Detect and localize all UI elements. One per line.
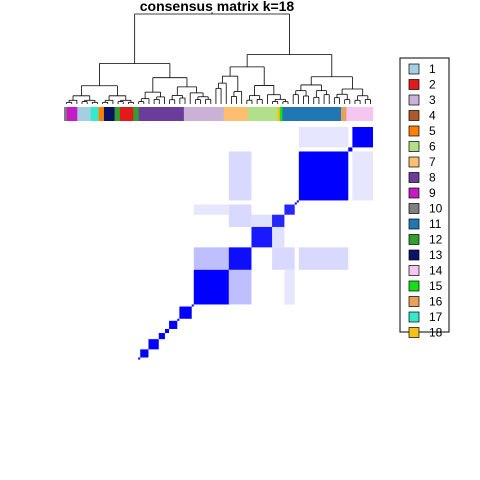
legend-swatch-8: [408, 172, 420, 183]
legend-label-9: 9: [429, 186, 436, 200]
offdiag-block: [228, 269, 252, 305]
legend-label-15: 15: [429, 279, 443, 293]
cluster-block: [272, 214, 285, 227]
legend-swatch-14: [408, 265, 420, 276]
legend-swatch-16: [408, 296, 420, 307]
offdiag-block: [193, 204, 229, 215]
legend-label-18: 18: [429, 326, 443, 340]
cluster-block: [284, 204, 295, 215]
annotation-segment: [77, 107, 91, 121]
annotation-segment: [90, 107, 99, 121]
cluster-block: [228, 247, 252, 270]
legend-label-16: 16: [429, 295, 443, 309]
offdiag-block: [352, 151, 373, 201]
legend-label-13: 13: [429, 248, 443, 262]
legend-label-1: 1: [429, 62, 436, 76]
offdiag-block: [272, 247, 295, 270]
cluster-block: [179, 306, 192, 319]
legend-swatch-18: [408, 327, 420, 338]
annotation-segment: [64, 107, 67, 121]
cluster-block: [177, 318, 180, 321]
cluster-block: [148, 339, 159, 350]
cluster-block: [158, 333, 165, 340]
legend-label-8: 8: [429, 171, 436, 185]
annotation-segment: [103, 107, 115, 121]
legend-swatch-10: [408, 203, 420, 214]
heatmap-grid: [138, 127, 373, 360]
legend-swatch-9: [408, 187, 420, 199]
legend-label-17: 17: [429, 310, 443, 324]
legend-swatch-12: [408, 234, 420, 245]
legend-swatch-2: [408, 79, 420, 90]
legend-swatch-11: [408, 218, 420, 230]
cluster-block: [138, 357, 141, 360]
annotation-segment: [277, 107, 281, 121]
annotation-segment: [341, 107, 347, 121]
legend-label-7: 7: [429, 155, 436, 169]
legend-swatch-17: [408, 311, 420, 323]
annotation-segment: [98, 107, 105, 121]
cluster-block: [164, 328, 170, 334]
offdiag-block: [284, 269, 295, 305]
annotation-segment: [247, 107, 278, 121]
legend-label-14: 14: [429, 264, 443, 278]
legend-box: [399, 57, 450, 333]
offdiag-block: [193, 247, 229, 270]
annotation-segment: [346, 107, 374, 121]
cluster-block: [169, 320, 178, 329]
dendrogram: [66, 12, 371, 104]
offdiag-block: [228, 151, 252, 201]
annotation-segment: [223, 107, 249, 121]
legend-swatch-13: [408, 249, 420, 261]
annotation-segment: [66, 107, 78, 121]
legend-swatch-15: [408, 280, 420, 292]
legend-label-12: 12: [429, 233, 443, 247]
legend-swatch-7: [408, 156, 420, 168]
annotation-segment: [138, 107, 185, 121]
cluster-block: [296, 200, 299, 203]
chart-title: consensus matrix k=18: [140, 0, 295, 14]
legend-swatch-4: [408, 110, 420, 121]
legend-swatch-6: [408, 141, 420, 152]
legend-label-4: 4: [429, 109, 436, 123]
annotation-segment: [282, 107, 342, 121]
legend-label-3: 3: [429, 93, 436, 107]
legend-swatch-1: [408, 63, 420, 75]
offdiag-block: [251, 214, 273, 227]
annotation-segment: [279, 107, 283, 121]
annotation-segment: [183, 107, 225, 121]
offdiag-block: [298, 247, 349, 270]
legend-label-6: 6: [429, 140, 436, 154]
annotation-segment: [114, 107, 121, 121]
legend-label-11: 11: [429, 217, 442, 231]
cluster-block: [251, 226, 273, 248]
legend-label-2: 2: [429, 78, 436, 92]
cluster-block: [140, 349, 149, 358]
cluster-block: [352, 127, 373, 148]
cluster-block: [193, 269, 229, 305]
annotation-segment: [133, 107, 139, 121]
legend-swatch-5: [408, 125, 420, 137]
cluster-block: [348, 147, 353, 152]
offdiag-block: [272, 226, 285, 248]
cluster-block: [298, 151, 349, 201]
offdiag-block: [228, 204, 252, 227]
offdiag-block: [298, 127, 349, 148]
legend-swatch-3: [408, 94, 420, 106]
legend-label-10: 10: [429, 202, 443, 216]
cluster-block: [191, 304, 194, 307]
cluster-block: [294, 202, 297, 205]
annotation-segment: [119, 107, 134, 121]
annotation-bar: [64, 107, 374, 121]
legend-label-5: 5: [429, 124, 436, 138]
